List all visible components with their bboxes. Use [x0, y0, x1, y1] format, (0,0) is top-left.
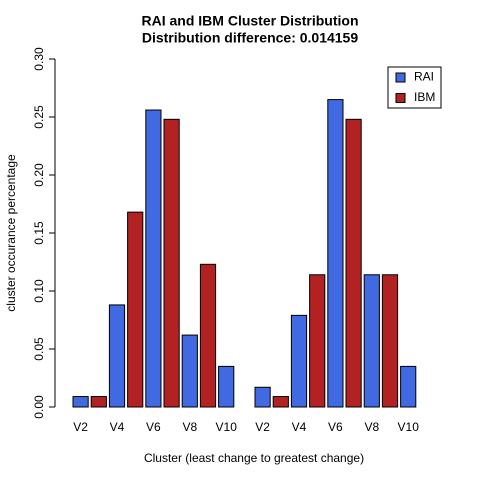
y-axis-label: cluster occurance percentage [4, 154, 18, 312]
y-tick-label: 0.05 [32, 337, 46, 361]
bar [90, 396, 107, 408]
bar [127, 211, 144, 408]
x-tick-label: V2 [73, 420, 88, 434]
bar [381, 274, 399, 408]
x-tick-label: V10 [216, 420, 238, 434]
x-tick-label: V4 [110, 420, 125, 434]
bar [254, 386, 271, 408]
y-tick-label: 0.00 [32, 395, 46, 419]
x-tick-label: V8 [364, 420, 379, 434]
chart-title: RAI and IBM Cluster Distribution [142, 13, 359, 29]
y-tick-label: 0.20 [32, 163, 46, 187]
bar [218, 365, 235, 408]
x-tick-label: V10 [398, 420, 420, 434]
y-tick-label: 0.25 [32, 105, 46, 129]
bar [327, 99, 344, 408]
x-tick-label: V2 [255, 420, 270, 434]
bar [400, 365, 417, 408]
bar [145, 109, 162, 408]
x-tick-label: V4 [292, 420, 307, 434]
legend-swatch [395, 72, 406, 83]
bar [272, 396, 289, 408]
bar [290, 314, 308, 408]
bar [181, 334, 198, 408]
y-tick-label: 0.30 [32, 47, 46, 71]
bar [108, 304, 126, 408]
x-tick-label: V6 [146, 420, 161, 434]
legend-label: RAI [414, 70, 434, 84]
bar [363, 274, 380, 408]
bar [72, 396, 89, 408]
chart-subtitle: Distribution difference: 0.014159 [142, 30, 359, 46]
y-tick-label: 0.10 [32, 279, 46, 303]
bar [309, 274, 326, 408]
legend-swatch [395, 93, 406, 103]
bar [199, 263, 217, 408]
x-axis-label: Cluster (least change to greatest change… [144, 451, 364, 465]
x-tick-label: V8 [182, 420, 197, 434]
x-tick-label: V6 [328, 420, 343, 434]
legend-label: IBM [414, 90, 435, 104]
bar [163, 118, 180, 408]
y-tick-label: 0.15 [32, 221, 46, 245]
bar [345, 118, 362, 408]
